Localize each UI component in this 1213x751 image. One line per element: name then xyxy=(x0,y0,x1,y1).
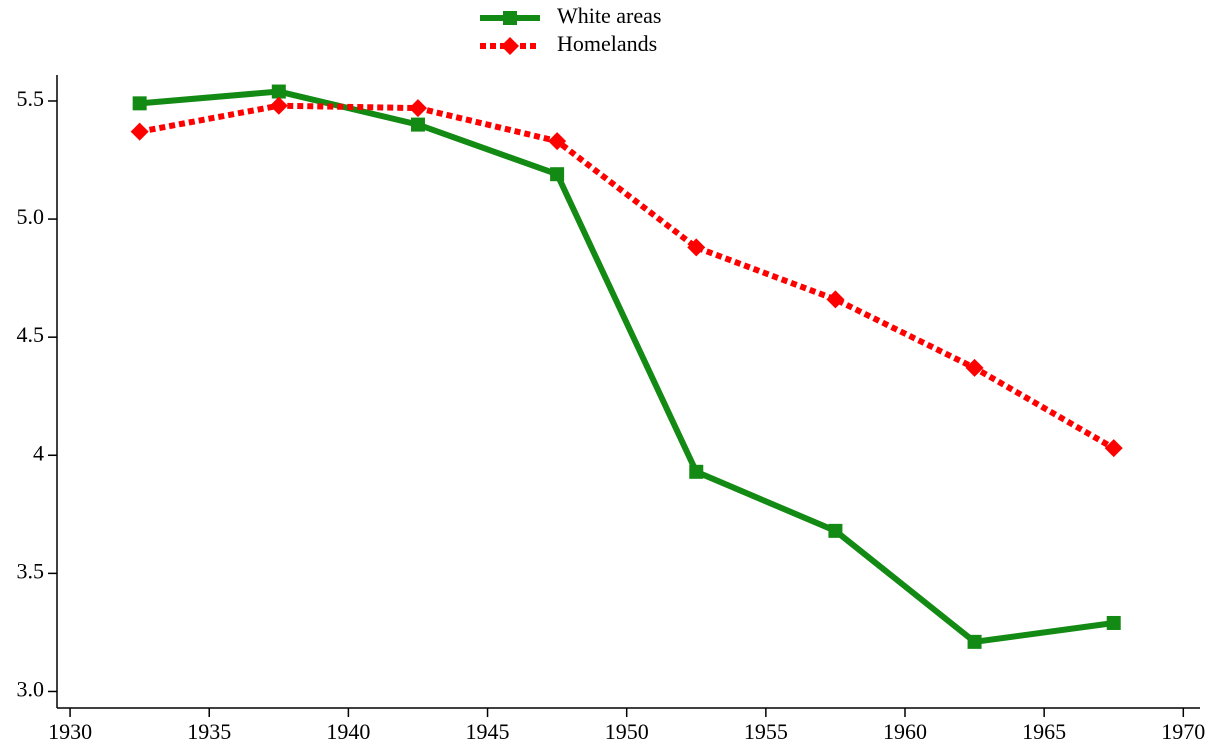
legend-marker xyxy=(501,37,519,55)
y-tick-label: 5.5 xyxy=(17,86,45,111)
marker xyxy=(132,96,147,111)
legend-label: Homelands xyxy=(557,31,657,56)
marker xyxy=(689,464,704,479)
x-tick-label: 1970 xyxy=(1161,719,1205,744)
marker xyxy=(408,99,427,118)
marker xyxy=(410,117,425,132)
marker xyxy=(1104,439,1123,458)
legend-marker xyxy=(503,11,517,25)
marker xyxy=(687,238,706,257)
y-tick-label: 3.0 xyxy=(17,677,45,702)
marker xyxy=(548,132,567,151)
x-tick-label: 1965 xyxy=(1022,719,1066,744)
x-tick-label: 1945 xyxy=(466,719,510,744)
marker xyxy=(967,634,982,649)
x-tick-label: 1935 xyxy=(187,719,231,744)
x-tick-label: 1940 xyxy=(326,719,370,744)
marker xyxy=(826,290,845,309)
legend-label: White areas xyxy=(557,3,661,28)
marker xyxy=(130,122,149,141)
marker xyxy=(271,84,286,99)
y-tick-label: 4.5 xyxy=(17,322,45,347)
x-tick-label: 1960 xyxy=(883,719,927,744)
marker xyxy=(269,96,288,115)
x-tick-label: 1950 xyxy=(605,719,649,744)
x-tick-label: 1955 xyxy=(744,719,788,744)
marker xyxy=(965,358,984,377)
y-tick-label: 4 xyxy=(33,440,44,465)
marker xyxy=(1106,615,1121,630)
marker xyxy=(550,167,565,182)
x-tick-label: 1930 xyxy=(48,719,92,744)
series-line xyxy=(139,102,1116,451)
series-line xyxy=(139,88,1115,646)
y-tick-label: 5.0 xyxy=(17,204,45,229)
y-tick-label: 3.5 xyxy=(17,558,45,583)
marker xyxy=(828,523,843,538)
